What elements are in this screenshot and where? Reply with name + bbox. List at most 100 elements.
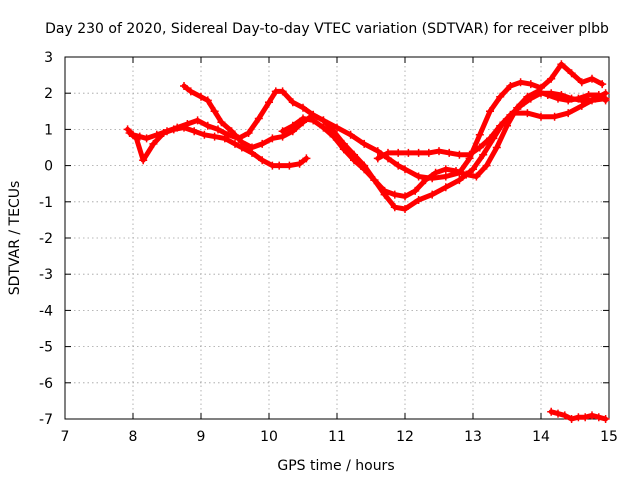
data-point — [288, 121, 297, 130]
data-point — [486, 134, 494, 143]
series-track-5 — [373, 89, 610, 163]
data-point — [258, 139, 267, 148]
data-point — [598, 80, 607, 89]
data-point — [244, 129, 253, 137]
data-point — [492, 143, 501, 152]
series-track-4 — [278, 87, 610, 201]
data-point — [574, 413, 583, 422]
data-point — [581, 413, 590, 422]
data-point — [319, 116, 328, 125]
data-point — [180, 123, 188, 132]
data-series — [123, 60, 610, 423]
data-point — [132, 134, 141, 143]
data-point — [441, 183, 450, 192]
data-point — [278, 87, 287, 96]
data-point — [390, 203, 399, 212]
x-tick-label: 7 — [61, 429, 70, 445]
data-point — [180, 82, 188, 90]
y-tick-label: 2 — [44, 86, 53, 102]
data-point — [217, 118, 226, 127]
data-point — [588, 96, 596, 105]
data-point — [475, 143, 484, 152]
data-point — [258, 156, 267, 165]
data-point — [299, 103, 307, 112]
data-point — [299, 114, 307, 123]
data-point — [526, 94, 535, 103]
y-tick-label: 3 — [44, 50, 53, 66]
data-point — [285, 161, 294, 170]
data-point — [455, 176, 464, 185]
data-point — [203, 96, 212, 105]
data-point — [472, 172, 481, 181]
data-point — [390, 190, 399, 199]
data-point — [380, 186, 389, 195]
data-point — [414, 148, 423, 157]
data-point — [577, 78, 586, 87]
data-point — [190, 127, 199, 136]
data-point — [516, 101, 525, 110]
x-tick-label: 13 — [464, 429, 482, 445]
data-point — [278, 127, 287, 136]
data-point — [142, 134, 151, 143]
data-point — [339, 145, 348, 154]
series-track-2 — [125, 123, 311, 170]
data-point — [554, 409, 562, 418]
data-point — [200, 130, 209, 139]
data-point — [319, 123, 328, 132]
data-point — [268, 134, 277, 143]
series-line — [375, 90, 609, 161]
data-point — [404, 148, 413, 157]
data-point — [360, 139, 369, 148]
series-line — [280, 88, 609, 199]
series-line — [181, 83, 609, 212]
data-point — [547, 407, 556, 416]
data-point — [197, 92, 205, 101]
data-point — [503, 121, 511, 130]
data-point — [275, 161, 284, 170]
x-tick-label: 15 — [600, 429, 618, 445]
data-point — [537, 112, 545, 121]
data-point — [516, 78, 525, 87]
data-point — [547, 74, 556, 83]
data-point — [220, 134, 229, 143]
data-point — [462, 170, 471, 179]
data-point — [265, 98, 273, 107]
data-point — [384, 148, 392, 157]
data-point — [469, 165, 477, 174]
data-point — [465, 150, 474, 159]
data-point — [360, 165, 369, 174]
data-point — [577, 96, 586, 105]
data-point — [523, 109, 532, 118]
y-tick-label: 1 — [44, 122, 53, 138]
data-point — [475, 130, 484, 139]
data-point — [445, 148, 454, 157]
data-point — [588, 411, 596, 420]
y-tick-label: -7 — [39, 412, 53, 428]
data-point — [193, 116, 202, 125]
y-axis-label: SDTVAR / TECUs — [7, 181, 23, 296]
x-axis-label: GPS time / hours — [277, 458, 394, 474]
data-point — [227, 127, 236, 136]
data-point — [329, 132, 338, 141]
data-point — [479, 150, 488, 159]
data-point — [411, 186, 420, 195]
data-point — [254, 114, 263, 123]
data-point — [431, 168, 440, 177]
data-point — [594, 413, 603, 422]
data-point — [496, 121, 505, 130]
grid — [65, 57, 609, 419]
data-point — [567, 69, 576, 78]
data-point — [428, 190, 437, 199]
data-point — [214, 125, 222, 134]
data-point — [496, 92, 505, 101]
data-point — [373, 147, 382, 156]
data-point — [186, 87, 195, 96]
data-point — [547, 89, 556, 98]
data-point — [139, 156, 148, 165]
data-point — [564, 109, 573, 118]
data-point — [537, 89, 545, 98]
y-tick-label: -1 — [39, 195, 53, 211]
data-point — [424, 148, 433, 157]
data-point — [302, 154, 311, 163]
data-point — [248, 143, 256, 152]
